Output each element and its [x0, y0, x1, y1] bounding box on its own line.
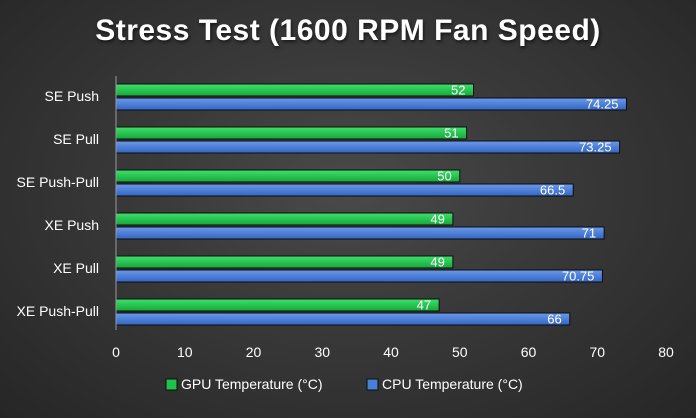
gpu-bar-xe-push-pull	[115, 298, 440, 312]
gpu-legend-swatch	[165, 378, 178, 391]
cpu-legend-swatch	[366, 378, 379, 391]
gpu-value-label-xe-pull: 49	[430, 255, 444, 270]
x-tick-label-60: 60	[521, 344, 537, 360]
cpu-bar-se-push	[115, 97, 627, 111]
cpu-value-label-xe-push: 71	[582, 226, 596, 241]
category-label-xe-pull: XE Pull	[53, 260, 99, 276]
gpu-value-label-xe-push-pull: 47	[417, 298, 431, 313]
x-tick-label-40: 40	[383, 344, 399, 360]
gpu-bar-xe-pull	[115, 255, 454, 269]
cpu-bar-se-push-pull	[115, 183, 574, 197]
chart-title: Stress Test (1600 RPM Fan Speed)	[95, 14, 601, 47]
cpu-legend-label: CPU Temperature (°C)	[382, 376, 523, 392]
cpu-bar-xe-push	[115, 226, 605, 240]
x-tick-label-20: 20	[246, 344, 262, 360]
cpu-value-label-xe-pull: 70.75	[562, 269, 595, 284]
category-label-xe-push-pull: XE Push-Pull	[17, 303, 99, 319]
gpu-value-label-se-push-pull: 50	[437, 169, 451, 184]
x-tick-label-80: 80	[658, 344, 674, 360]
category-label-se-pull: SE Pull	[53, 131, 99, 147]
category-label-xe-push: XE Push	[45, 217, 99, 233]
cpu-bar-se-pull	[115, 140, 621, 154]
gpu-value-label-xe-push: 49	[430, 212, 444, 227]
x-tick-label-30: 30	[314, 344, 330, 360]
gpu-bar-se-push-pull	[115, 169, 461, 183]
x-tick-label-50: 50	[452, 344, 468, 360]
gpu-bar-se-pull	[115, 126, 468, 140]
cpu-bar-xe-push-pull	[115, 312, 571, 326]
axis-group: SE Push SE Pull SE Push-Pull XE Push XE Pull…	[17, 76, 674, 360]
category-label-se-push: SE Push	[45, 88, 99, 104]
x-tick-label-70: 70	[589, 344, 605, 360]
gpu-bar-se-push	[115, 83, 474, 97]
x-tick-label-10: 10	[177, 344, 193, 360]
gpu-value-label-se-push: 52	[451, 83, 465, 98]
bars-group: 52 74.25 51 73.25 50 66.5 49 71 49 70.75 47 66	[115, 83, 627, 327]
category-label-se-push-pull: SE Push-Pull	[17, 174, 99, 190]
legend: GPU Temperature (°C) CPU Temperature (°C)	[165, 376, 523, 392]
x-tick-label-0: 0	[112, 344, 120, 360]
gpu-bar-xe-push	[115, 212, 454, 226]
gpu-value-label-se-pull: 51	[444, 126, 458, 141]
cpu-value-label-se-pull: 73.25	[579, 140, 612, 155]
gpu-legend-label: GPU Temperature (°C)	[181, 376, 323, 392]
cpu-value-label-xe-push-pull: 66	[547, 312, 561, 327]
cpu-bar-xe-pull	[115, 269, 603, 283]
cpu-value-label-se-push-pull: 66.5	[540, 183, 565, 198]
cpu-value-label-se-push: 74.25	[586, 97, 619, 112]
